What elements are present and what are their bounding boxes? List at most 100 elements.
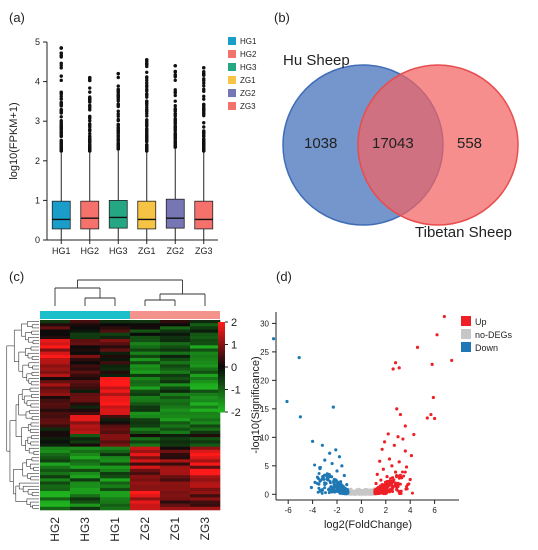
heatmap-cell xyxy=(100,405,131,409)
heatmap-cell xyxy=(40,339,71,343)
heatmap-cell xyxy=(130,430,161,435)
volcano-point-up xyxy=(391,476,395,480)
heatmap-cell xyxy=(160,478,191,482)
box-outlier xyxy=(88,103,92,108)
heatmap-cell xyxy=(100,386,131,390)
heatmap-cell xyxy=(100,494,131,498)
heatmap-cell xyxy=(130,459,161,463)
volcano-point-up xyxy=(403,470,407,474)
heatmap-cell xyxy=(190,456,221,460)
colorbar-gradient-step xyxy=(218,349,225,352)
colorbar-tick-label: 2 xyxy=(231,317,237,329)
y-tick-label: 5 xyxy=(35,37,40,47)
heatmap-cell xyxy=(40,399,71,403)
volcano-point-down xyxy=(339,491,343,495)
heatmap-cell xyxy=(70,361,101,365)
heatmap-cell xyxy=(160,389,191,394)
volcano-point-up xyxy=(405,487,409,491)
heatmap-cell xyxy=(190,494,221,498)
heatmap-cell xyxy=(70,386,101,390)
heatmap-cell xyxy=(130,427,161,432)
heatmap-cell xyxy=(100,323,131,327)
heatmap-cell xyxy=(160,411,191,416)
boxplot-y-axis-label: log10(FPKM+1) xyxy=(8,102,20,179)
volcano-point-up xyxy=(378,459,382,463)
heatmap-cell xyxy=(190,339,221,343)
heatmap-cell xyxy=(70,421,101,425)
volcano-point-up xyxy=(429,412,433,417)
box-outlier xyxy=(59,97,63,101)
heatmap-cell xyxy=(40,443,71,447)
heatmap-cell xyxy=(70,487,101,492)
volcano-point-down xyxy=(327,488,331,492)
heatmap-cell xyxy=(130,421,161,425)
heatmap-cell xyxy=(100,373,131,378)
heatmap-cell xyxy=(40,475,71,479)
heatmap-cell xyxy=(190,383,221,387)
colorbar-gradient-step xyxy=(218,376,225,379)
venn-circle-tibetan-sheep xyxy=(357,64,519,226)
volcano-point-up xyxy=(374,481,378,486)
volcano-point-up xyxy=(396,481,400,485)
box-outlier xyxy=(173,141,177,145)
legend-label: HG2 xyxy=(240,50,257,59)
volcano-point-down xyxy=(323,486,327,490)
heatmap-column-label: ZG1 xyxy=(168,517,182,541)
colorbar-gradient-step xyxy=(218,382,225,386)
heatmap-cell xyxy=(100,424,131,428)
panel-label-c: (c) xyxy=(9,269,24,284)
heatmap-cell xyxy=(40,418,71,422)
colorbar-gradient-step xyxy=(218,360,225,363)
heatmap-cell xyxy=(190,430,221,435)
volcano-point-down xyxy=(317,471,321,475)
volcano-point-up xyxy=(395,487,399,491)
heatmap-cell xyxy=(100,399,131,403)
box-outlier xyxy=(59,130,63,134)
heatmap-cell xyxy=(70,484,101,489)
heatmap-cell xyxy=(100,370,131,375)
heatmap-cell xyxy=(100,383,131,387)
heatmap-cell xyxy=(100,367,131,371)
heatmap-cell xyxy=(40,411,71,416)
heatmap-cell xyxy=(130,361,161,365)
volcano-point-up xyxy=(397,460,401,464)
heatmap-cell xyxy=(70,351,101,356)
heatmap-column-labels: HG2 HG3 HG1 ZG2 ZG1 ZG3 xyxy=(48,517,212,542)
heatmap-cell xyxy=(160,339,191,343)
heatmap-cell xyxy=(70,326,101,330)
heatmap-cell xyxy=(130,339,161,343)
volcano-point-up xyxy=(399,489,403,493)
box-outlier xyxy=(88,139,92,144)
heatmap-cell xyxy=(100,503,131,508)
box-outlier xyxy=(173,63,178,68)
heatmap-cell xyxy=(160,421,191,425)
box-outlier xyxy=(88,100,92,104)
volcano-point-up xyxy=(425,416,429,420)
box-outlier xyxy=(145,114,149,118)
heatmap-cell xyxy=(40,320,71,324)
heatmap-cell xyxy=(130,380,161,384)
volcano-point-up xyxy=(395,407,399,411)
heatmap-cell xyxy=(160,427,191,432)
heatmap-cell xyxy=(190,386,221,390)
colorbar-gradient-step xyxy=(218,324,225,327)
heatmap-cell xyxy=(40,386,71,390)
heatmap-cell xyxy=(100,468,131,473)
heatmap-cell xyxy=(190,446,221,451)
colorbar-gradient-step xyxy=(218,394,225,397)
heatmap-cell xyxy=(40,440,71,444)
heatmap-cell xyxy=(190,497,221,501)
heatmap-cell xyxy=(190,405,221,409)
volcano-point-down xyxy=(318,465,322,469)
heatmap-cell xyxy=(190,475,221,479)
legend-swatch xyxy=(461,342,471,352)
heatmap-cell xyxy=(160,386,191,390)
heatmap-cell xyxy=(190,506,221,511)
box-outlier xyxy=(145,105,149,110)
heatmap-cell xyxy=(40,367,71,371)
heatmap-cell xyxy=(190,320,221,324)
volcano-point-up xyxy=(401,437,405,441)
heatmap-cell xyxy=(190,377,221,381)
heatmap-cell xyxy=(70,468,101,473)
